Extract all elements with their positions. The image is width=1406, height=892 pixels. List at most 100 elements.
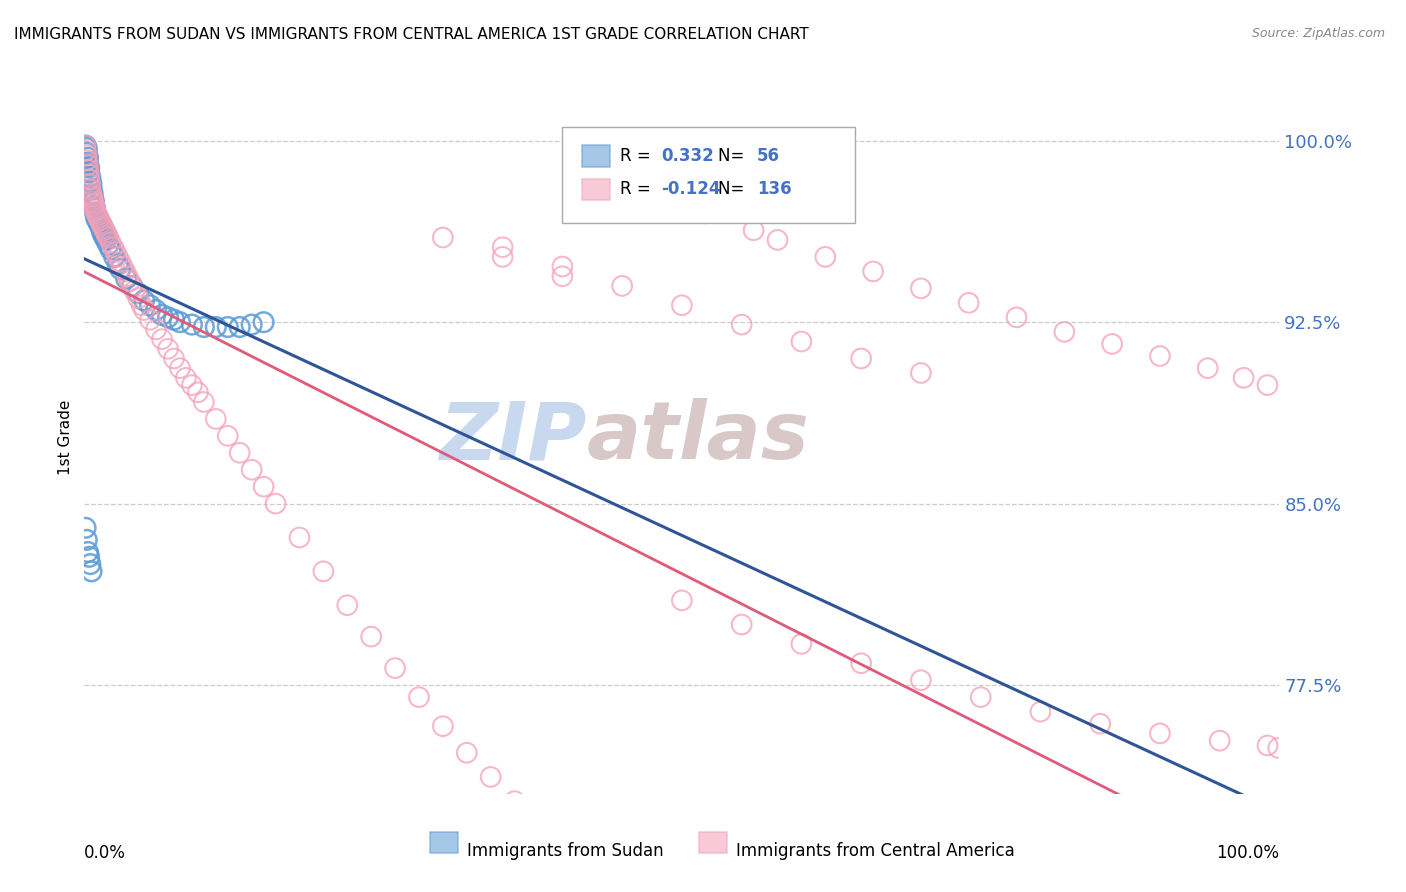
Point	[77, 151, 100, 165]
Point	[76, 148, 98, 162]
Point	[970, 690, 993, 705]
Point	[766, 233, 789, 247]
FancyBboxPatch shape	[699, 831, 727, 853]
Point	[851, 351, 873, 366]
Point	[80, 178, 103, 192]
Point	[103, 250, 125, 264]
Point	[181, 318, 204, 332]
Point	[84, 202, 107, 216]
Point	[84, 203, 107, 218]
Point	[253, 315, 276, 329]
Point	[240, 463, 263, 477]
Point	[169, 315, 191, 329]
Point	[77, 172, 100, 186]
Point	[479, 770, 502, 784]
Point	[150, 308, 173, 322]
Point	[205, 320, 228, 334]
Text: 0.0%: 0.0%	[84, 844, 127, 862]
Point	[264, 497, 287, 511]
Point	[551, 269, 574, 284]
FancyBboxPatch shape	[582, 178, 610, 200]
Point	[77, 165, 100, 179]
Point	[79, 175, 101, 189]
Point	[76, 153, 98, 167]
Point	[527, 816, 550, 830]
Point	[910, 281, 932, 295]
Point	[107, 257, 129, 271]
Point	[1149, 726, 1171, 740]
Point	[492, 240, 515, 254]
Point	[139, 312, 162, 326]
FancyBboxPatch shape	[430, 831, 458, 853]
Point	[77, 158, 100, 172]
Point	[91, 219, 114, 233]
Point	[671, 593, 693, 607]
Point	[217, 320, 239, 334]
Point	[77, 545, 100, 559]
Text: N=: N=	[718, 147, 749, 165]
Point	[360, 630, 382, 644]
Point	[1233, 371, 1256, 385]
Point	[117, 269, 139, 284]
Point	[82, 194, 104, 209]
Point	[80, 182, 103, 196]
Point	[193, 395, 215, 409]
Point	[1267, 740, 1289, 755]
Point	[1197, 361, 1219, 376]
Point	[87, 216, 110, 230]
Point	[114, 264, 136, 278]
Point	[1005, 310, 1028, 325]
Point	[731, 617, 754, 632]
Point	[1053, 325, 1076, 339]
Point	[86, 213, 108, 227]
Point	[163, 312, 186, 326]
Point	[83, 199, 105, 213]
Point	[193, 320, 215, 334]
Point	[187, 385, 209, 400]
Point	[111, 260, 134, 274]
Point	[77, 162, 100, 177]
Point	[1257, 378, 1279, 392]
Point	[240, 318, 263, 332]
Text: 0.332: 0.332	[662, 147, 714, 165]
Point	[97, 237, 120, 252]
Point	[110, 262, 132, 277]
Point	[77, 155, 100, 169]
Point	[93, 223, 115, 237]
Point	[110, 254, 132, 268]
Point	[174, 371, 197, 385]
FancyBboxPatch shape	[582, 145, 610, 167]
Point	[77, 168, 100, 182]
Point	[181, 378, 204, 392]
Point	[76, 533, 98, 547]
Point	[86, 209, 108, 223]
Point	[1149, 349, 1171, 363]
Point	[432, 230, 454, 244]
Point	[145, 303, 167, 318]
Text: R =: R =	[620, 147, 655, 165]
Point	[87, 211, 110, 226]
Point	[217, 429, 239, 443]
Point	[336, 598, 359, 612]
Text: -0.124: -0.124	[662, 180, 721, 198]
Point	[80, 189, 103, 203]
Point	[76, 141, 98, 155]
Point	[77, 549, 100, 564]
Point	[84, 202, 107, 216]
Point	[79, 178, 101, 192]
Point	[814, 250, 837, 264]
Point	[157, 310, 180, 325]
Point	[612, 279, 634, 293]
Point	[79, 557, 101, 571]
Point	[100, 235, 122, 250]
Point	[79, 169, 101, 184]
Point	[127, 286, 149, 301]
Point	[384, 661, 406, 675]
Point	[790, 334, 813, 349]
Point	[229, 446, 252, 460]
Point	[229, 320, 252, 334]
Point	[612, 874, 634, 888]
Point	[124, 284, 146, 298]
Point	[86, 206, 108, 220]
Point	[157, 342, 180, 356]
